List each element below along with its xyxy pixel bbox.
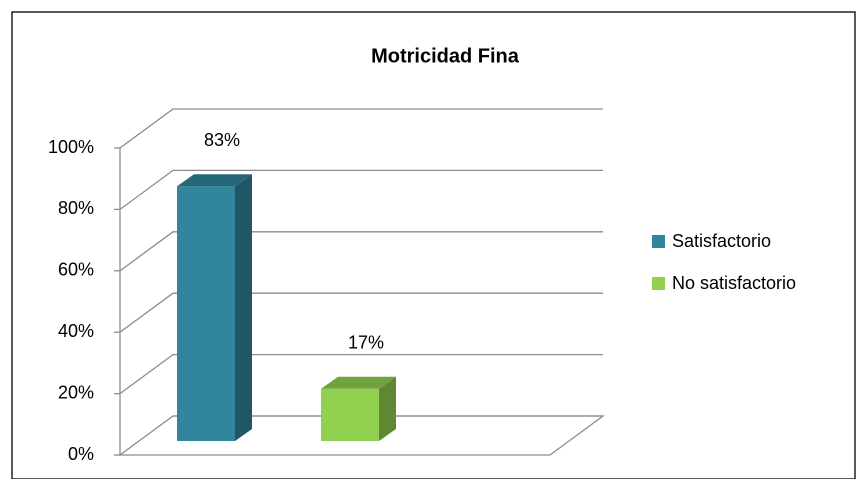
grid-line <box>119 108 603 149</box>
value-label: 17% <box>348 333 384 353</box>
bar-side <box>379 376 396 441</box>
grid-line <box>119 292 603 333</box>
grid-line <box>119 169 603 210</box>
bar <box>177 186 235 441</box>
y-tick-label: 40% <box>58 321 94 341</box>
legend-label: Satisfactorio <box>672 231 771 251</box>
bar <box>321 388 379 441</box>
y-tick-label: 60% <box>58 260 94 280</box>
legend-label: No satisfactorio <box>672 273 796 293</box>
y-tick-label: 20% <box>58 382 94 402</box>
grid-line <box>119 231 603 272</box>
bar-side <box>235 174 252 441</box>
legend-swatch <box>652 235 665 248</box>
grid-line <box>119 353 603 395</box>
y-tick-label: 80% <box>58 198 94 218</box>
y-tick-label: 100% <box>48 137 94 157</box>
grid-line <box>119 415 603 456</box>
y-tick-label: 0% <box>68 444 94 464</box>
chart-title: Motricidad Fina <box>371 45 520 67</box>
chart-border <box>11 11 856 479</box>
value-label: 83% <box>204 130 240 150</box>
legend-swatch <box>652 277 665 290</box>
bar-top <box>321 376 396 389</box>
bar-top <box>177 174 252 187</box>
